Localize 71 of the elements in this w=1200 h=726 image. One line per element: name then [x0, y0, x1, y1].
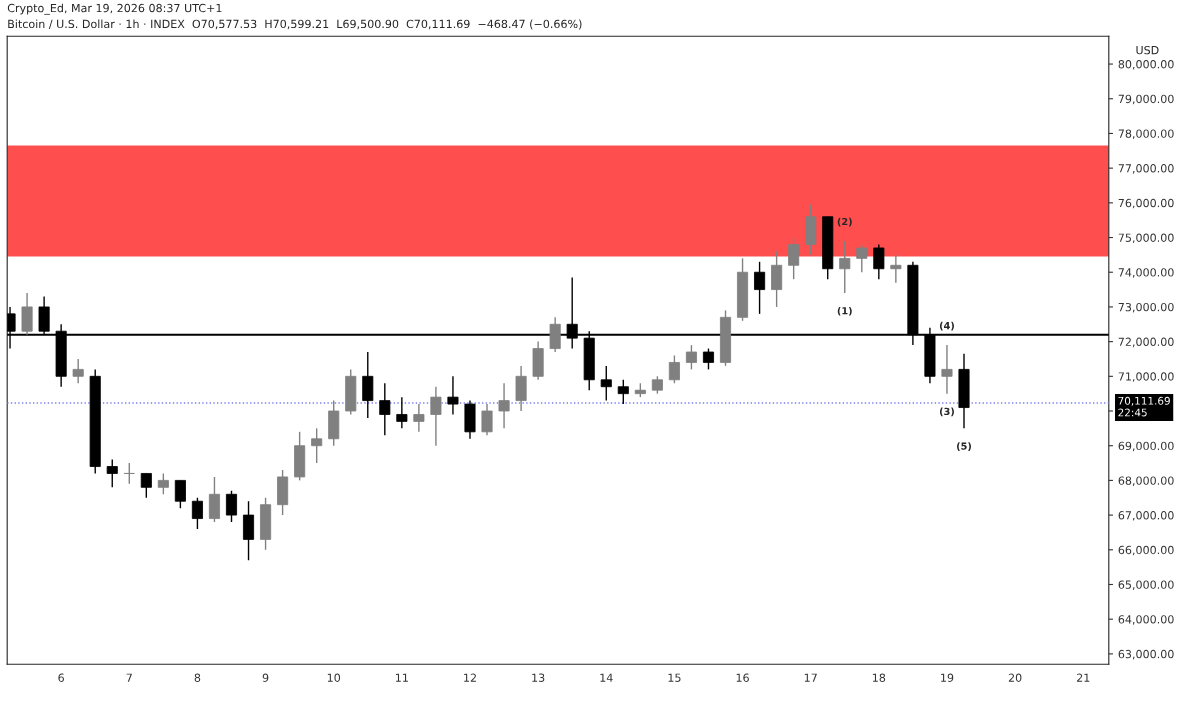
candlestick [481, 403, 493, 436]
candlestick [174, 479, 186, 509]
candlestick [157, 472, 169, 495]
chart-title: Bitcoin / U.S. Dollar · 1h · INDEX O70,577.53 H70,599.21 L69,500.90 C70,111.69 −468.47 (−0.66%) [8, 19, 582, 30]
candlestick [600, 365, 612, 402]
x-tick-label: 12 [464, 673, 476, 682]
x-tick-label: 19 [941, 673, 954, 682]
y-tick-label: 66,000.00 [1118, 545, 1174, 556]
candlestick [225, 490, 238, 523]
candlestick [702, 347, 715, 371]
candlestick [873, 243, 885, 280]
y-tick-label: 75,000.00 [1118, 233, 1174, 244]
annotation: (1) [837, 306, 852, 316]
annotation: (4) [939, 321, 954, 331]
y-tick-label: 68,000.00 [1118, 476, 1174, 486]
candlestick [447, 375, 459, 416]
y-tick-label: 65,000.00 [1118, 580, 1174, 590]
x-tick-label: 21 [1076, 673, 1090, 682]
y-tick-label: 72,000.00 [1118, 337, 1174, 348]
y-tick-label: 67,000.00 [1118, 511, 1174, 521]
x-tick-label: 20 [1008, 673, 1022, 682]
y-tick-label: 74,000.00 [1118, 268, 1174, 278]
x-tick-label: 18 [872, 673, 886, 682]
y-tick-label: 80,000.00 [1118, 60, 1174, 70]
candlestick [72, 358, 84, 384]
y-tick-label: 73,000.00 [1118, 302, 1174, 313]
x-tick-label: 13 [532, 673, 545, 682]
annotation: (3) [939, 407, 954, 417]
x-tick-label: 6 [58, 673, 64, 682]
x-tick-label: 8 [194, 673, 201, 682]
x-tick-label: 10 [327, 673, 341, 682]
x-tick-label: 9 [262, 673, 269, 682]
y-tick-label: 71,000.00 [1118, 372, 1174, 382]
candlestick [890, 254, 902, 284]
candlestick [685, 344, 697, 371]
candlestick [396, 396, 408, 430]
x-tick-label: 7 [126, 673, 132, 682]
candlestick [941, 344, 953, 395]
x-tick-label: 17 [804, 673, 817, 682]
x-tick-label: 11 [396, 673, 408, 682]
candlestick [123, 462, 135, 485]
candlestick [191, 497, 203, 530]
text: Crypto_Ed, Mar 19, 2026 08:37 UTC+1 [7, 3, 222, 15]
y-tick-label: 76,000.00 [1118, 198, 1174, 209]
candlestick [379, 382, 391, 436]
y-tick-label: 79,000.00 [1118, 94, 1174, 105]
candlestick [668, 354, 680, 384]
x-tick-label: 14 [600, 673, 613, 682]
candlestick [617, 379, 629, 405]
annotation: (2) [837, 217, 852, 227]
candlestick [839, 240, 851, 294]
y-tick-label: 64,000.00 [1118, 615, 1174, 625]
y-tick-label: 69,000.00 [1118, 441, 1174, 452]
y-axis-title: USD [1136, 45, 1159, 55]
candlestick [413, 403, 425, 433]
candlestick [106, 458, 118, 489]
candlestick [498, 382, 510, 430]
candlestick [788, 236, 800, 280]
candlestick [754, 261, 766, 315]
candlestick [311, 427, 323, 464]
candlestick [140, 472, 152, 499]
y-tick-label: 78,000.00 [1118, 129, 1174, 139]
annotation: (5) [957, 442, 971, 451]
text: 22:45 [1118, 408, 1147, 417]
y-tick-label: 63,000.00 [1118, 649, 1174, 660]
x-tick-label: 16 [736, 673, 749, 682]
y-tick-label: 77,000.00 [1118, 164, 1174, 174]
text: 70,111.69 [1118, 396, 1170, 406]
x-tick-label: 15 [668, 673, 681, 682]
candlestick [430, 386, 442, 447]
candlestick [856, 243, 868, 273]
